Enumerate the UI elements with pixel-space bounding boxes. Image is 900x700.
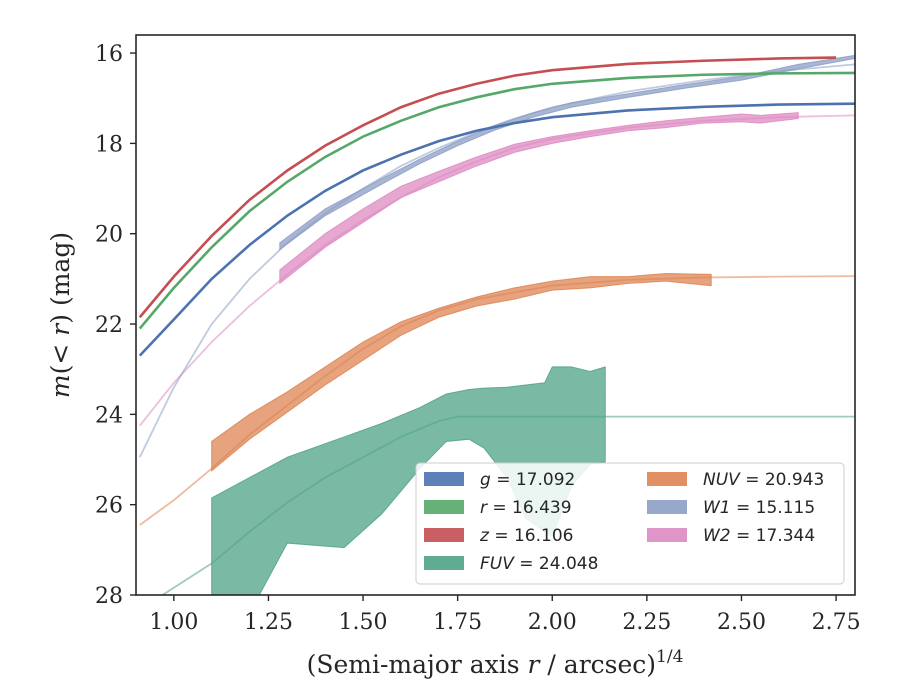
legend-swatch-w1 [647,500,687,514]
x-tick-label: 1.00 [149,610,198,635]
uncertainty-bands [211,54,855,595]
band-nuv [211,272,712,472]
legend-swatch-fuv [424,556,464,570]
band-w2 [279,112,799,285]
model-line-z [138,56,837,319]
model-line-w2 [139,114,855,427]
y-tick-label: 16 [95,42,123,67]
x-tick-label: 2.50 [717,610,766,635]
y-axis-label: m(< r) (mag) [46,232,75,398]
y-tick-label: 24 [95,403,123,428]
band-fuv [211,366,606,595]
y-tick-label: 20 [95,223,123,248]
legend-swatch-nuv [647,472,687,486]
x-axis-label: (Semi-major axis r / arcsec)1/4 [307,647,684,679]
y-tick-label: 26 [95,494,123,519]
legend-label-z: z = 16.106 [479,526,573,546]
legend-swatch-g [424,472,464,486]
model-line-g [138,102,855,357]
model-line-r [138,71,855,330]
legend-label-r: r = 16.439 [480,498,572,518]
x-tick-label: 2.00 [528,610,577,635]
x-axis-ticks: 1.00 1.25 1.50 1.75 2.00 2.25 2.50 2.75 [149,595,861,635]
plot-frame [135,34,856,596]
legend-label-fuv: FUV = 24.048 [480,554,598,574]
legend: g = 17.092 r = 16.439 z = 16.106 FUV = 24.0… [415,462,845,585]
model-line-fuv [162,415,855,595]
band-w1 [279,54,855,251]
legend-frame [415,462,845,585]
x-tick-label: 1.50 [339,610,388,635]
legend-label-w1: W1 = 15.115 [703,498,815,518]
x-tick-label: 1.75 [433,610,482,635]
model-line-nuv [139,275,855,526]
y-tick-label: 18 [95,132,123,157]
legend-swatch-z [424,528,464,542]
legend-swatch-r [424,500,464,514]
x-tick-label: 1.25 [244,610,293,635]
y-tick-label: 28 [95,584,123,609]
model-line-w1 [138,63,855,458]
x-tick-label: 2.25 [622,610,671,635]
y-axis-ticks: 16 18 20 22 24 26 28 [95,42,136,609]
legend-label-nuv: NUV = 20.943 [703,470,824,490]
x-tick-label: 2.75 [812,610,861,635]
legend-label-g: g = 17.092 [480,470,575,490]
legend-label-w2: W2 = 17.344 [703,526,815,546]
model-curves [138,56,855,595]
y-tick-label: 22 [95,313,123,338]
legend-swatch-w2 [647,528,687,542]
